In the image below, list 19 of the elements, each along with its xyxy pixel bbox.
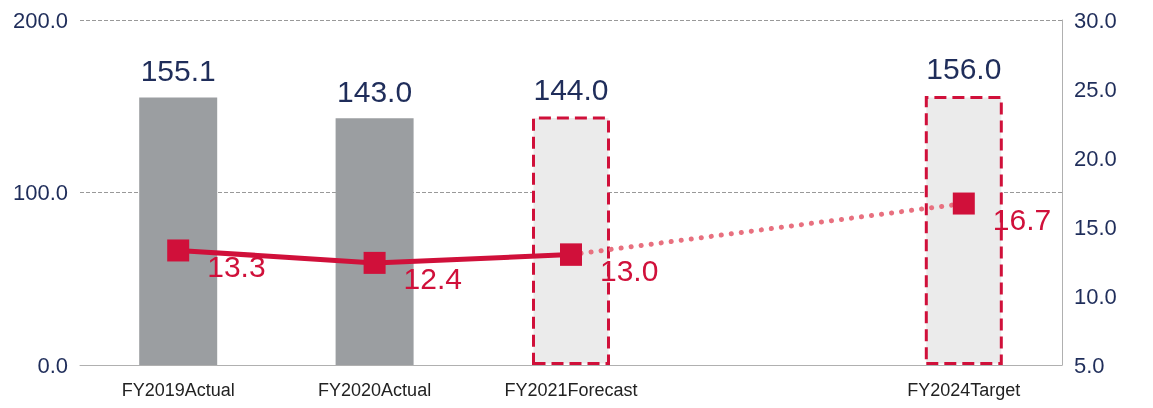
data-label: 144.0 bbox=[533, 73, 609, 107]
data-label: 143.0 bbox=[337, 74, 413, 108]
y2-tick-label: 15.0 bbox=[1074, 214, 1117, 240]
x-tick-label: FY2024Target bbox=[907, 380, 1021, 400]
data-label: 155.1 bbox=[140, 53, 216, 87]
y2-tick-label: 30.0 bbox=[1074, 7, 1117, 33]
y2-tick-label: 25.0 bbox=[1074, 76, 1117, 102]
data-label: 156.0 bbox=[926, 52, 1002, 86]
data-label: 13.3 bbox=[207, 249, 266, 283]
data-label: 12.4 bbox=[403, 262, 462, 296]
y2-tick-label: 5.0 bbox=[1074, 352, 1105, 378]
y-tick-label: 100.0 bbox=[12, 180, 68, 205]
y-tick-label: 200.0 bbox=[12, 7, 68, 33]
x-tick-label: FY2021Forecast bbox=[504, 380, 638, 400]
y2-tick-label: 10.0 bbox=[1074, 283, 1117, 309]
y2-tick-label: 20.0 bbox=[1074, 145, 1117, 171]
y-tick-label: 0.0 bbox=[37, 352, 68, 378]
x-tick-label: FY2020Actual bbox=[318, 380, 432, 400]
x-tick-label: FY2019Actual bbox=[121, 380, 235, 400]
